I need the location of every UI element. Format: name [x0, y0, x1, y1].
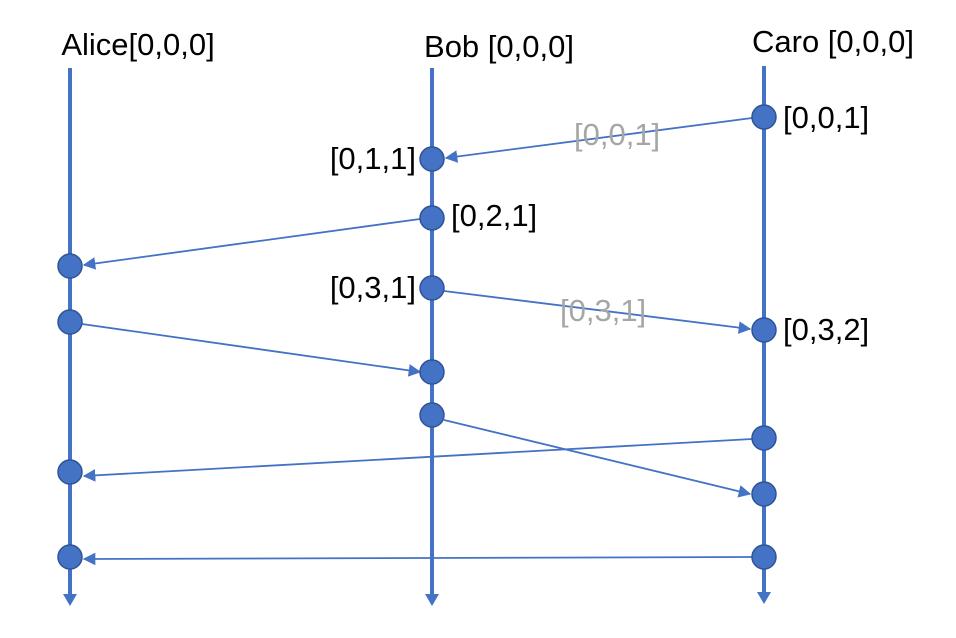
message-label-m1: [0,0,1] [574, 117, 660, 152]
event-node-alice-4 [57, 544, 83, 570]
event-label-caro-1: [0,0,1] [783, 100, 869, 135]
message-caro-to-bob [444, 117, 753, 163]
event-node-bob-2 [419, 205, 445, 231]
message-alice-to-bob [81, 323, 422, 377]
message-label-m2: [0,3,1] [560, 293, 646, 328]
timeline-arrow-bob [425, 594, 439, 606]
event-node-caro-4 [751, 481, 777, 507]
event-node-alice-1 [57, 253, 83, 279]
event-node-bob-4 [419, 359, 445, 385]
event-node-alice-2 [57, 309, 83, 335]
event-label-caro-2: [0,3,2] [783, 312, 869, 347]
timeline-arrow-caro [757, 592, 771, 604]
event-node-caro-5 [751, 544, 777, 570]
event-label-bob-3: [0,3,1] [330, 270, 416, 305]
process-label-caro: Caro [0,0,0] [752, 24, 914, 59]
message-bob-to-caro [443, 290, 752, 334]
message-bob-to-alice [82, 218, 421, 270]
event-node-bob-5 [419, 402, 445, 428]
event-node-caro-1 [751, 104, 777, 130]
message-caro-to-alice [82, 438, 753, 482]
event-label-bob-1: [0,1,1] [330, 141, 416, 176]
process-label-bob: Bob [0,0,0] [424, 29, 574, 64]
event-node-alice-3 [57, 459, 83, 485]
process-label-alice: Alice[0,0,0] [61, 27, 214, 62]
event-node-bob-1 [419, 146, 445, 172]
message-bob-to-caro-2 [443, 419, 752, 498]
message-caro-to-alice-2 [82, 552, 753, 566]
event-node-caro-2 [751, 317, 777, 343]
timeline-arrow-alice [63, 594, 77, 606]
event-label-bob-2: [0,2,1] [451, 198, 537, 233]
event-node-caro-3 [751, 425, 777, 451]
event-node-bob-3 [419, 275, 445, 301]
